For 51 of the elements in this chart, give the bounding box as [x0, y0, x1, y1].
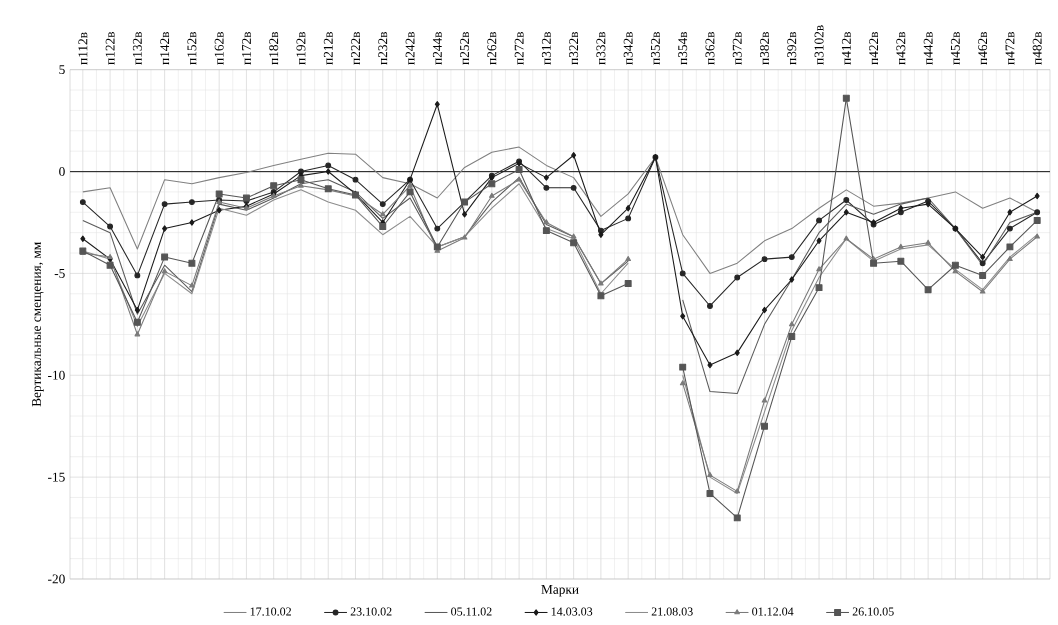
x-tick-label: п242в — [405, 31, 415, 65]
legend-label: 01.12.04 — [752, 607, 794, 616]
x-tick-label: п152в — [187, 31, 197, 65]
legend-label: 17.10.02 — [250, 607, 291, 616]
x-tick-label: п122в — [105, 31, 115, 65]
x-tick-label: п332в — [596, 31, 606, 65]
x-tick-label: п362в — [705, 31, 715, 65]
x-tick-label: п222в — [351, 31, 360, 65]
x-tick-label: п244в — [432, 31, 442, 65]
y-tick-label: 0 — [59, 167, 65, 177]
legend-label: 05.11.02 — [451, 607, 492, 616]
legend-label: 23.10.02 — [350, 607, 392, 616]
x-tick-label: п192в — [296, 31, 306, 65]
x-tick-label: п3102в — [814, 25, 824, 65]
x-tick-label: п462в — [978, 31, 988, 65]
y-tick-label: -10 — [48, 370, 65, 380]
y-tick-label: 5 — [59, 65, 65, 75]
x-tick-label: п132в — [132, 31, 142, 65]
x-tick-label: п252в — [460, 31, 470, 65]
x-tick-label: п232в — [378, 31, 388, 65]
x-tick-label: п392в — [787, 31, 797, 65]
y-tick-label: -20 — [48, 574, 65, 584]
x-tick-label: п212в — [323, 31, 333, 65]
x-tick-label: п352в — [650, 31, 660, 65]
x-tick-label: п422в — [869, 31, 878, 65]
x-tick-label: п472в — [1005, 31, 1015, 65]
x-tick-label: п322в — [569, 31, 579, 65]
y-tick-label: -5 — [54, 268, 65, 278]
legend-label: 14.03.03 — [551, 607, 593, 616]
x-tick-label: п172в — [242, 31, 251, 65]
x-tick-label: п354в — [678, 31, 688, 65]
x-tick-label: п182в — [269, 31, 279, 65]
y-tick-label: -15 — [48, 472, 65, 482]
x-tick-label: п112в — [78, 32, 88, 65]
x-tick-label: п272в — [514, 31, 524, 65]
legend-label: 26.10.05 — [852, 607, 894, 616]
y-axis-title: Вертикальные смещения, мм — [32, 242, 44, 407]
x-tick-label: п442в — [923, 31, 933, 65]
x-tick-label: п452в — [950, 31, 960, 65]
x-tick-label: п342в — [623, 31, 633, 65]
x-axis-title: Марки — [541, 585, 579, 597]
x-tick-label: п162в — [214, 31, 224, 65]
x-tick-label: п262в — [487, 31, 497, 65]
legend-label: 21.08.03 — [651, 607, 693, 616]
x-tick-label: п382в — [760, 31, 769, 65]
x-tick-label: п432в — [896, 31, 906, 65]
x-tick-label: п312в — [541, 31, 551, 65]
x-tick-label: п142в — [160, 31, 170, 65]
x-tick-label: п372в — [732, 31, 742, 65]
x-tick-label: п482в — [1032, 31, 1042, 65]
x-tick-label: п412в — [841, 31, 851, 65]
